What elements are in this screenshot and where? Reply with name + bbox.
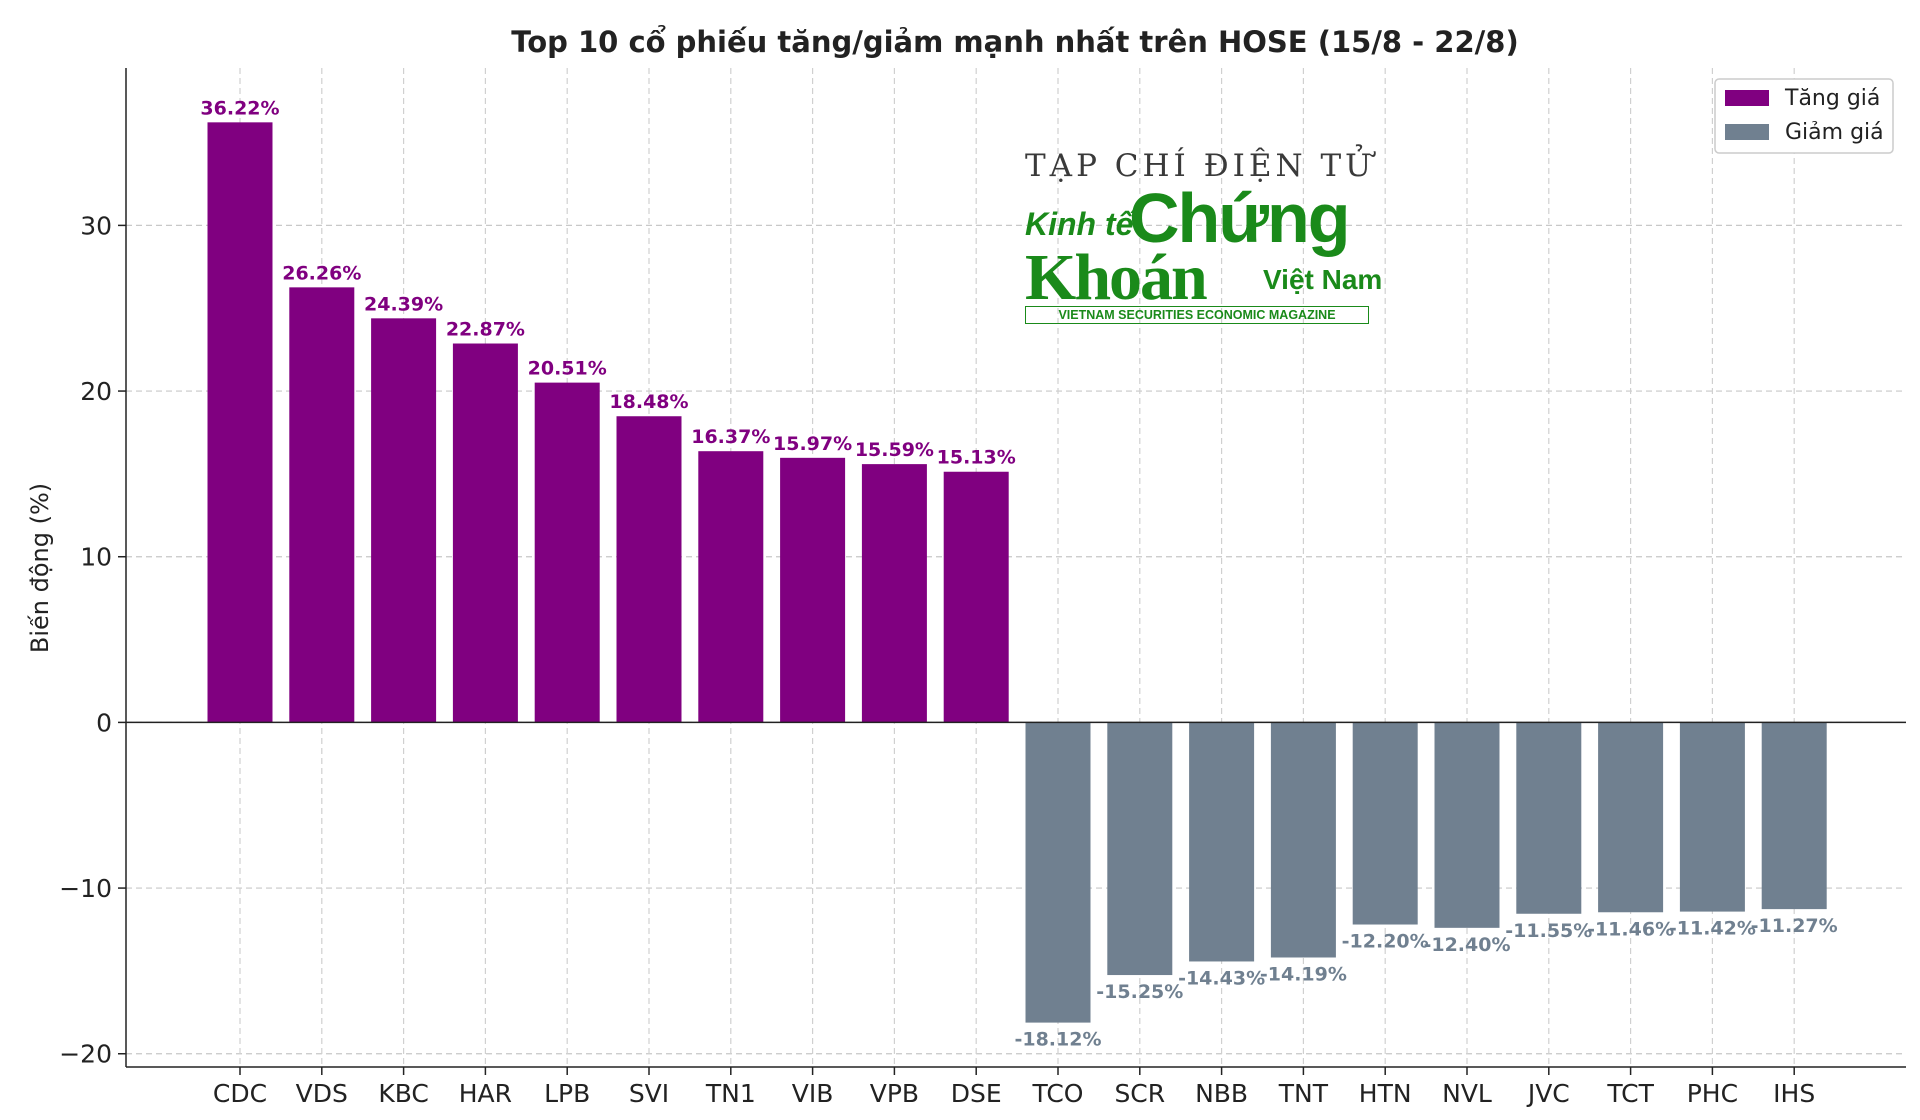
bar-vpb <box>861 464 927 723</box>
x-tick-label: PHC <box>1687 1079 1738 1108</box>
data-label: 16.37% <box>691 426 770 448</box>
bar-tct <box>1598 722 1664 913</box>
y-tick-label: 20 <box>80 377 112 406</box>
bar-phc <box>1679 722 1745 912</box>
y-tick-label: 0 <box>96 708 112 737</box>
x-tick-label: DSE <box>951 1079 1002 1108</box>
bar-lpb <box>534 382 600 723</box>
chart-title: Top 10 cổ phiếu tăng/giảm mạnh nhất trên… <box>511 25 1518 59</box>
data-label: -12.40% <box>1423 934 1510 956</box>
bar-vib <box>780 457 846 723</box>
bar-jvc <box>1516 722 1582 914</box>
data-label: -12.20% <box>1342 931 1429 953</box>
bar-ihs <box>1761 722 1827 910</box>
x-tick-label: CDC <box>213 1079 267 1108</box>
x-tick-label: VIB <box>792 1079 834 1108</box>
x-tick-label: SVI <box>629 1079 669 1108</box>
legend-swatch-down <box>1725 124 1769 140</box>
data-label: -11.27% <box>1751 915 1838 937</box>
y-tick-label: 30 <box>80 211 112 240</box>
data-label: -11.42% <box>1669 918 1756 940</box>
bar-dse <box>943 471 1009 723</box>
bar-cdc <box>207 122 273 723</box>
data-label: 36.22% <box>200 97 279 119</box>
x-tick-label: LPB <box>544 1079 590 1108</box>
x-tick-label: TCO <box>1032 1079 1084 1108</box>
x-tick-label: NBB <box>1195 1079 1248 1108</box>
data-label: 15.13% <box>937 447 1016 469</box>
y-tick-label: −20 <box>59 1040 112 1069</box>
bar-nvl <box>1434 722 1500 928</box>
y-axis-label: Biến động (%) <box>26 483 54 653</box>
bar-svi <box>616 416 682 723</box>
x-tick-label: HAR <box>459 1079 512 1108</box>
x-tick-label: VDS <box>296 1079 348 1108</box>
bar-har <box>452 343 518 723</box>
x-tick-label: TN1 <box>705 1079 756 1108</box>
bar-tco <box>1025 722 1091 1023</box>
data-label: -15.25% <box>1096 981 1183 1003</box>
data-label: 18.48% <box>609 391 688 413</box>
bar-vds <box>289 287 355 723</box>
data-label: 15.59% <box>855 439 934 461</box>
logo-vietnam: Việt Nam <box>1263 264 1383 295</box>
data-label: -14.43% <box>1178 967 1265 989</box>
bar-scr <box>1107 722 1173 976</box>
x-tick-label: JVC <box>1526 1079 1570 1108</box>
x-tick-label: TCT <box>1606 1079 1654 1108</box>
logo-chung: Chứng <box>1129 179 1351 257</box>
magazine-logo-watermark: TẠP CHÍ ĐIỆN TỬ Kinh tế Chứng Khoán Việt… <box>1025 148 1382 333</box>
bar-tnt <box>1270 722 1336 958</box>
x-tick-label: NVL <box>1442 1079 1492 1108</box>
logo-khoan: Khoán <box>1025 241 1208 314</box>
logo-subtitle: VIETNAM SECURITIES ECONOMIC MAGAZINE <box>1025 306 1369 324</box>
bar-htn <box>1352 722 1418 925</box>
axes: −20 −10 0 10 20 30 CDC VDS KBC HAR LPB SVI TN1 VIB VPB… <box>59 68 1906 1108</box>
x-tick-label: HTN <box>1359 1079 1412 1108</box>
bar-kbc <box>371 318 437 723</box>
data-label: 22.87% <box>446 319 525 341</box>
logo-kinhte: Kinh tế <box>1025 206 1134 242</box>
legend-label-down: Giảm giá <box>1785 120 1884 145</box>
data-label: -14.19% <box>1260 963 1347 985</box>
legend-label-up: Tăng giá <box>1784 86 1880 111</box>
bar-nbb <box>1189 722 1255 962</box>
bars: 36.22% 26.26%24.39%22.87%20.51%18.48%16.3… <box>200 97 1837 1050</box>
bar-tn1 <box>698 451 764 723</box>
y-tick-label: 10 <box>80 543 112 572</box>
data-label: 24.39% <box>364 293 443 315</box>
legend-swatch-up <box>1725 90 1769 106</box>
data-label: -11.55% <box>1505 920 1592 942</box>
data-label: -18.12% <box>1014 1029 1101 1051</box>
data-label: -11.46% <box>1587 918 1674 940</box>
y-tick-label: −10 <box>59 874 112 903</box>
data-label: 26.26% <box>282 262 361 284</box>
x-tick-label: IHS <box>1773 1079 1815 1108</box>
x-tick-label: KBC <box>378 1079 429 1108</box>
logo-line1: TẠP CHÍ ĐIỆN TỬ <box>1025 148 1376 184</box>
x-tick-label: TNT <box>1278 1079 1329 1108</box>
data-label: 15.97% <box>773 433 852 455</box>
x-tick-label: VPB <box>870 1079 919 1108</box>
x-tick-label: SCR <box>1114 1079 1165 1108</box>
data-label: 20.51% <box>528 358 607 380</box>
legend: Tăng giá Giảm giá <box>1714 78 1894 154</box>
